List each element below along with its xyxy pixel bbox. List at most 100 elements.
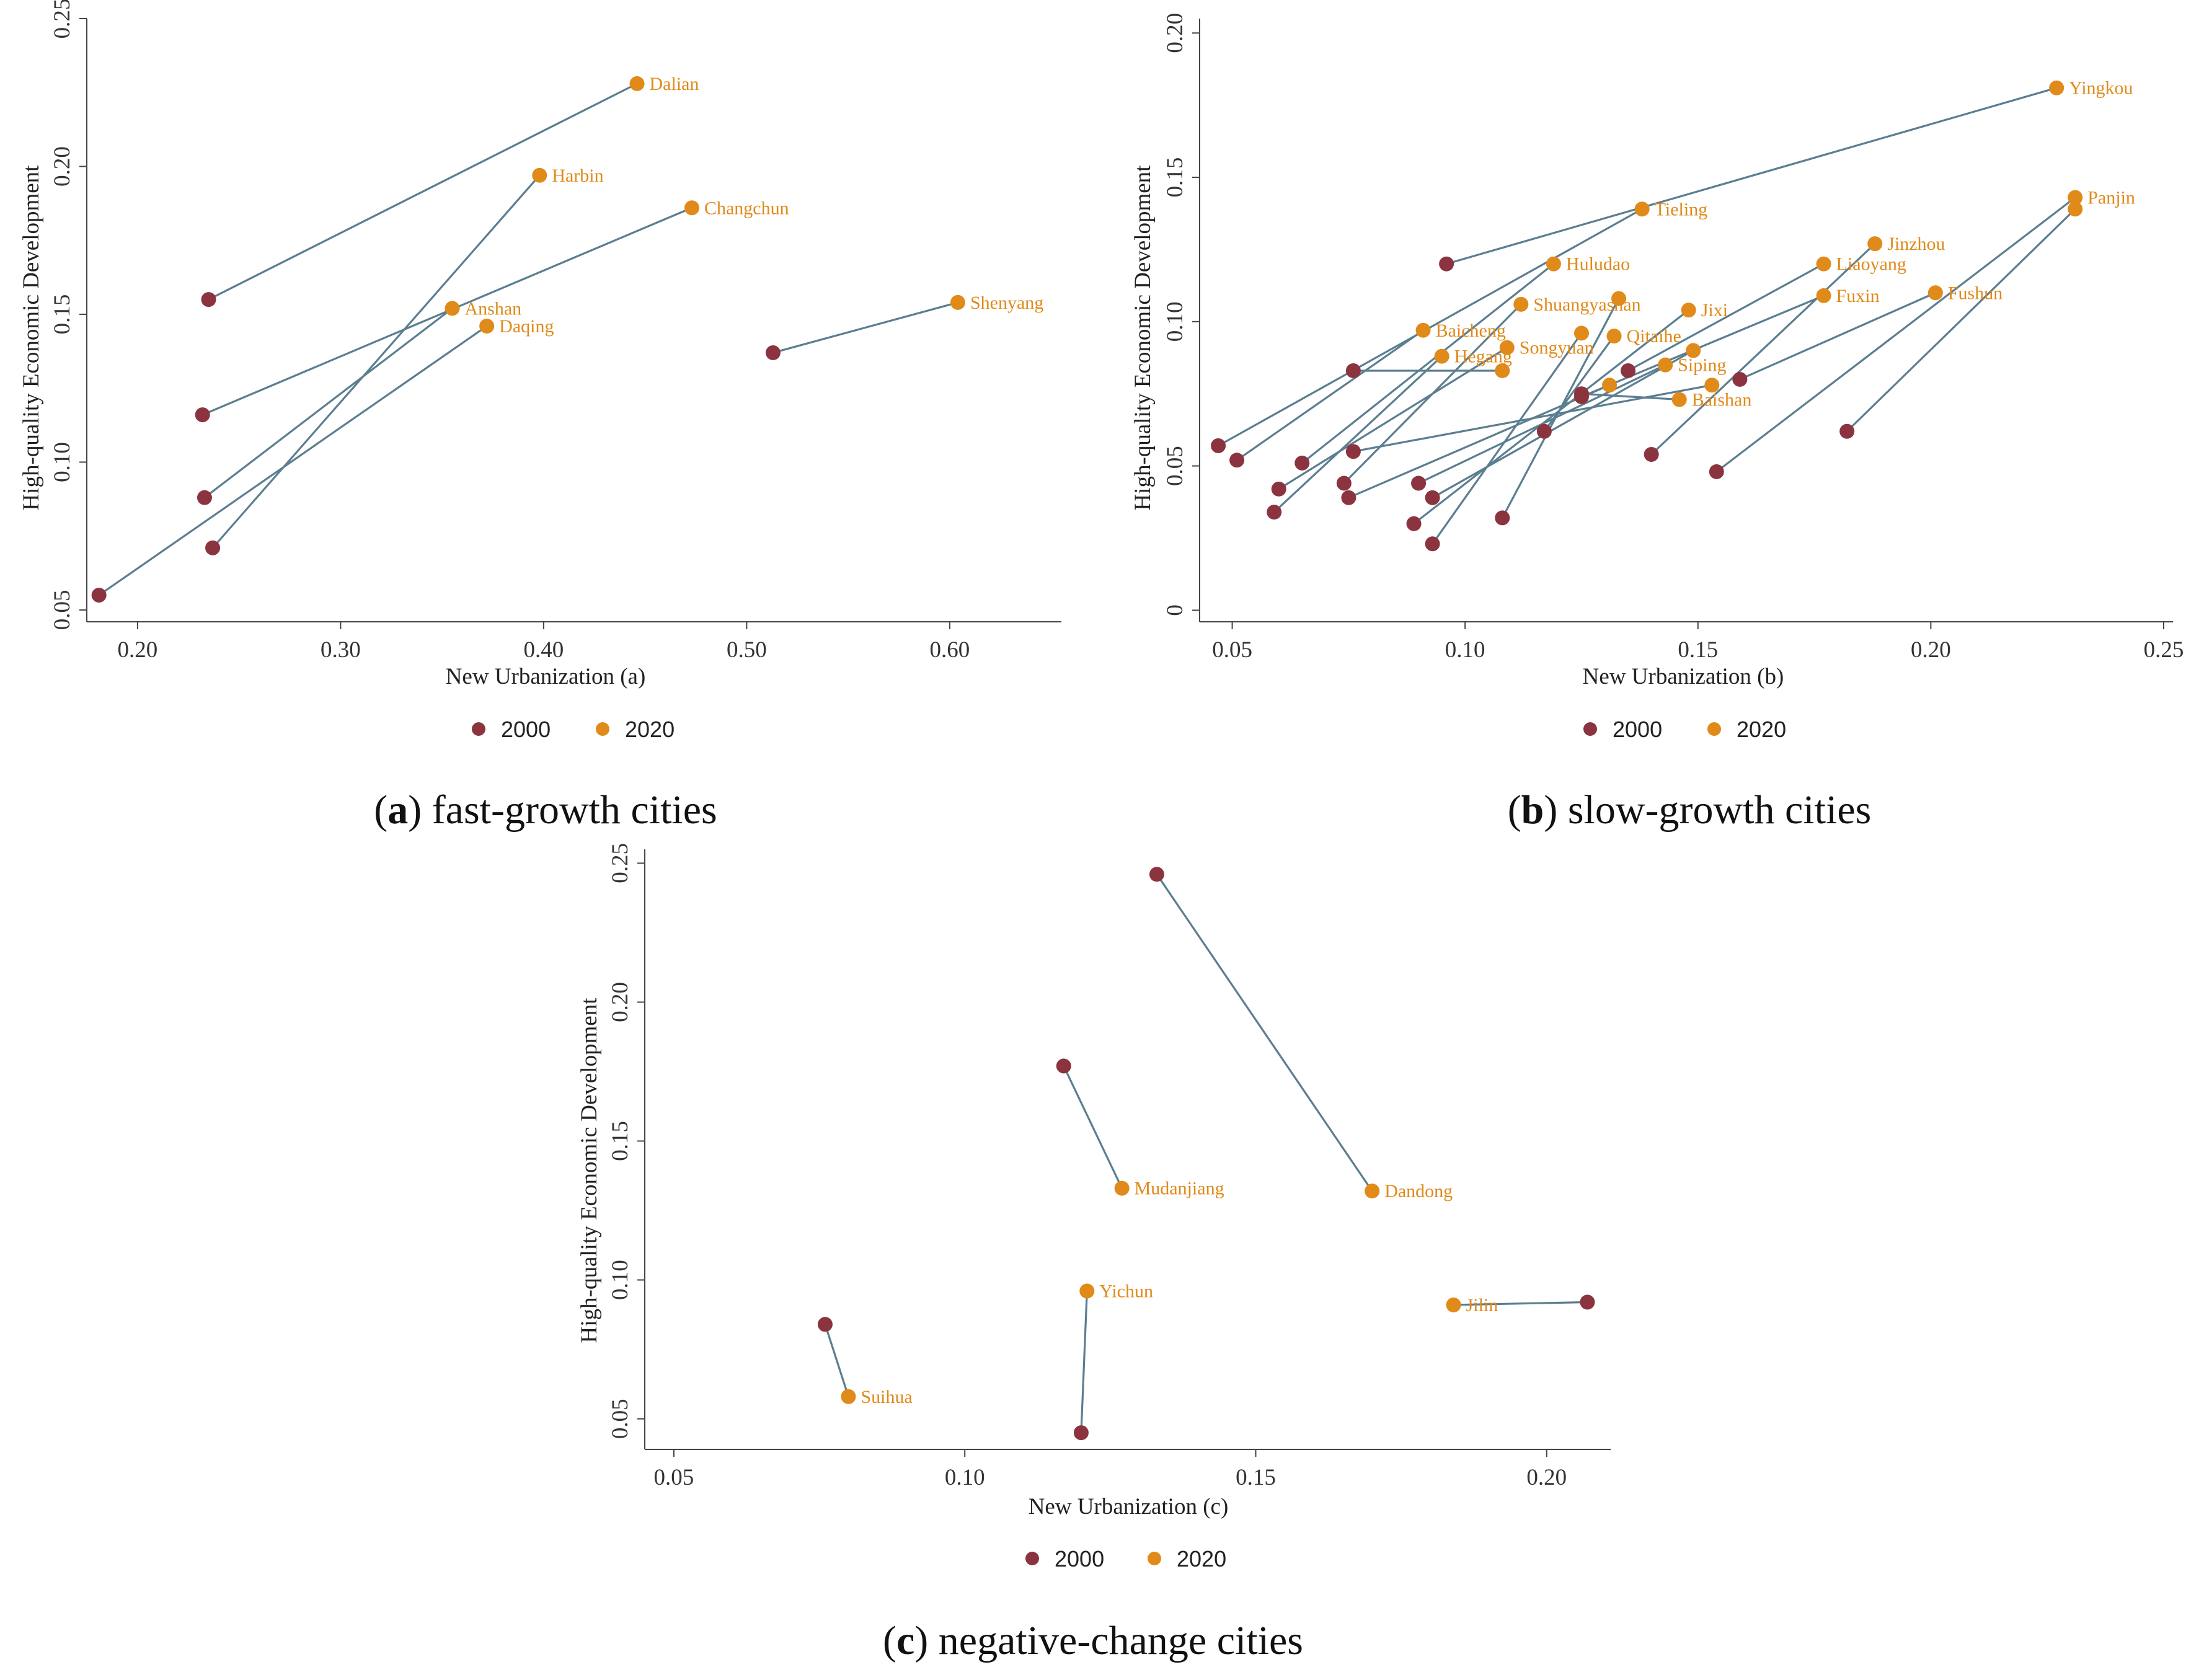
city-label: Songyuan [1520, 338, 1594, 358]
city-label: Fushun [1948, 283, 2002, 303]
point-2000 [1345, 444, 1361, 459]
city-label: Baishan [1692, 390, 1752, 410]
y-tick-label: 0.15 [1162, 157, 1188, 198]
connector-line [1432, 349, 1694, 499]
legend-b: 2000 2020 [1583, 717, 1786, 742]
point-2020 [1671, 392, 1687, 407]
city-label: Jixi [1701, 300, 1728, 321]
subtitle-letter-c: c [896, 1618, 914, 1663]
y-tick-label: 0.05 [608, 1399, 633, 1439]
legend-label-2020-c: 2020 [1177, 1546, 1226, 1572]
connector-line [1348, 384, 1610, 499]
point-2000 [195, 407, 210, 423]
x-tick-label: 0.15 [1678, 637, 1718, 663]
point-2000 [1495, 510, 1510, 526]
point-2020 [1079, 1283, 1095, 1299]
subtitle-text-a: fast-growth cities [422, 787, 717, 833]
x-axis-title-a: New Urbanization (a) [446, 664, 646, 689]
chart-panel-c: 0.05 0.10 0.15 0.20 0.05 0.10 0.15 0.20 0.25 Dan… [577, 843, 1611, 1663]
point-2020 [445, 301, 460, 316]
points-a [91, 76, 965, 603]
connector-line [772, 301, 958, 354]
connector-line [1353, 384, 1712, 453]
point-2000 [1056, 1058, 1071, 1074]
point-2000 [1709, 464, 1724, 479]
point-2000 [1580, 1294, 1595, 1310]
city-label: Huludao [1566, 254, 1630, 275]
city-label: Siping [1678, 355, 1726, 376]
connector-line [1218, 208, 1643, 447]
y-tick-label: 0.10 [608, 1260, 633, 1300]
point-2000 [1406, 516, 1422, 531]
legend-a: 2000 2020 [472, 717, 675, 742]
point-2000 [1425, 490, 1440, 505]
point-2020 [950, 294, 965, 310]
point-2000 [1345, 363, 1361, 378]
point-2020 [532, 167, 547, 183]
x-tick-label: 0.60 [930, 637, 970, 663]
legend-label-2000-b: 2000 [1613, 717, 1662, 742]
city-label: Shenyang [970, 293, 1043, 313]
point-2020 [2049, 80, 2064, 95]
y-tick-label: 0.20 [608, 982, 633, 1022]
point-2020 [1606, 329, 1622, 344]
point-2000 [197, 490, 212, 505]
city-label: Yingkou [2069, 78, 2133, 99]
point-2020 [1681, 303, 1696, 318]
point-2000 [1439, 256, 1454, 272]
point-2000 [1211, 438, 1226, 454]
connector-line [1301, 263, 1554, 464]
connector-line [211, 174, 541, 549]
x-tick-label: 0.20 [118, 637, 158, 663]
point-2000 [1229, 453, 1245, 468]
point-2020 [684, 200, 699, 216]
point-2020 [1816, 256, 1831, 272]
point-2020 [1365, 1183, 1380, 1199]
legend-label-2000-c: 2000 [1055, 1546, 1104, 1572]
subtitle-text-b: slow-growth cities [1557, 787, 1871, 833]
point-2020 [1573, 325, 1589, 341]
connectors-a [98, 82, 958, 596]
connector-line [98, 325, 488, 596]
axes-c: 0.05 0.10 0.15 0.20 0.05 0.10 0.15 0.20 0.25 [608, 843, 1611, 1490]
connector-line [208, 82, 638, 301]
legend-label-2000-a: 2000 [501, 717, 551, 742]
legend-c: 2000 2020 [1025, 1546, 1226, 1572]
city-label: Daqing [499, 316, 554, 337]
point-2020 [841, 1389, 856, 1404]
point-2000 [1271, 481, 1286, 497]
city-label: Yichun [1099, 1281, 1153, 1302]
point-2000 [1536, 423, 1552, 439]
city-label: Fuxin [1836, 286, 1880, 306]
y-tick-label: 0.10 [1162, 301, 1188, 342]
city-label: Tieling [1655, 199, 1708, 219]
city-label: Jilin [1466, 1295, 1498, 1315]
connector-line [1627, 263, 1825, 372]
point-2020 [1546, 256, 1561, 272]
legend-marker-2000-b [1583, 722, 1597, 736]
point-2020 [1611, 291, 1627, 306]
city-label: Hegang [1454, 347, 1512, 367]
connector-line [824, 1324, 850, 1397]
point-2000 [1341, 490, 1356, 505]
city-label: Anshan [465, 298, 522, 319]
x-tick-label: 0.10 [1445, 637, 1485, 663]
y-tick-label: 0.05 [50, 590, 75, 630]
chart-panel-b: 0.05 0.10 0.15 0.20 0.25 0 0.05 0.10 0.15 0.20 Yi… [1130, 13, 2184, 833]
point-2020 [1434, 348, 1449, 364]
x-tick-label: 0.15 [1236, 1465, 1276, 1490]
x-tick-label: 0.25 [2144, 637, 2184, 663]
point-2000 [1411, 475, 1427, 491]
legend-marker-2020-b [1707, 722, 1721, 736]
city-label: Jinzhou [1887, 234, 1945, 254]
point-2000 [1621, 363, 1636, 378]
connector-line [1156, 873, 1373, 1192]
subtitle-text-c: negative-change cities [928, 1618, 1303, 1663]
connector-line [1581, 392, 1679, 401]
point-2000 [1149, 867, 1164, 882]
connector-line [1846, 208, 2076, 432]
point-2000 [817, 1317, 833, 1332]
city-label: Liaoyang [1836, 254, 1906, 275]
